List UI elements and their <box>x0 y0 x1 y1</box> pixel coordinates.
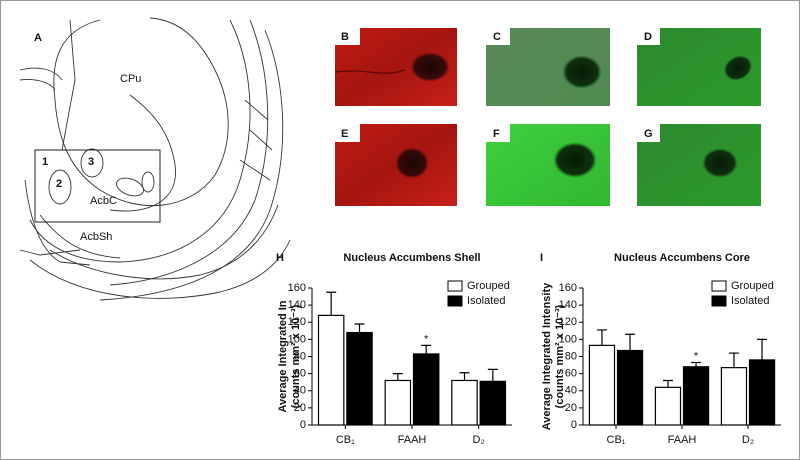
atlas-label: 2 <box>56 178 62 190</box>
annotation: * <box>424 333 429 345</box>
bar <box>451 379 478 426</box>
panel-label: E <box>341 128 348 140</box>
y-tick-label: 120 <box>559 316 577 328</box>
micrograph <box>486 124 610 206</box>
panel-label: D <box>644 31 652 43</box>
legend-label: Isolated <box>467 295 506 307</box>
atlas-diagram <box>19 17 291 301</box>
y-tick-label: 120 <box>288 316 306 328</box>
error-bar <box>662 379 673 388</box>
atlas-label: AcbC <box>90 195 117 207</box>
y-tick-label: 160 <box>559 282 577 294</box>
bar <box>654 386 682 426</box>
legend-swatch <box>447 280 463 292</box>
y-tick-label: 20 <box>294 402 306 414</box>
legend-swatch <box>711 295 727 307</box>
bar <box>748 359 776 426</box>
y-axis-label: (counts mm² x 10⁻³) <box>554 304 566 408</box>
error-bar <box>421 344 432 354</box>
y-axis-label: (counts mm² x 10⁻³) <box>290 304 302 408</box>
panel-label: I <box>540 252 543 264</box>
y-tick-label: 80 <box>565 350 577 362</box>
y-axis-label: Average Integrated In <box>277 300 289 412</box>
micrograph <box>486 28 610 106</box>
micrograph <box>334 28 457 106</box>
bar <box>412 353 440 426</box>
y-tick-label: 160 <box>288 282 306 294</box>
micrograph <box>335 124 457 206</box>
bar <box>682 366 710 426</box>
bar <box>616 349 644 426</box>
y-tick-label: 140 <box>288 299 306 311</box>
legend-swatch <box>711 280 727 292</box>
y-tick-label: 60 <box>565 368 577 380</box>
error-bar <box>487 368 498 382</box>
chart-title: Nucleus Accumbens Core <box>614 252 750 264</box>
micrograph <box>637 124 761 206</box>
x-tick-label: FAAH <box>398 434 427 446</box>
y-tick-label: 40 <box>294 385 306 397</box>
atlas-label: AcbSh <box>80 231 112 243</box>
panel-label: A <box>34 32 42 44</box>
x-tick-label: FAAH <box>668 434 697 446</box>
y-tick-label: 0 <box>300 419 306 431</box>
atlas-label: 3 <box>88 156 94 168</box>
legend-label: Isolated <box>731 295 770 307</box>
y-tick-label: 20 <box>565 402 577 414</box>
x-tick-label: CB₁ <box>607 434 626 446</box>
panel-label: H <box>276 252 284 264</box>
atlas-label: CPu <box>120 73 141 85</box>
legend-label: Grouped <box>467 280 510 292</box>
y-tick-label: 80 <box>294 350 306 362</box>
y-tick-label: 60 <box>294 368 306 380</box>
y-tick-label: 100 <box>559 333 577 345</box>
panel-label: F <box>493 128 500 140</box>
bar <box>588 344 616 426</box>
error-bar <box>728 352 739 368</box>
bar <box>346 331 373 426</box>
error-bar <box>459 372 470 381</box>
x-tick-label: CB₁ <box>336 434 355 446</box>
bar <box>317 314 345 426</box>
panel-label: B <box>341 31 349 43</box>
error-bar <box>326 291 337 316</box>
bar <box>720 367 748 426</box>
x-tick-label: D₂ <box>742 434 754 446</box>
error-bar <box>757 338 768 360</box>
panel-label: G <box>644 128 653 140</box>
error-bar <box>354 323 365 333</box>
micrograph <box>637 28 761 106</box>
y-tick-label: 0 <box>571 419 577 431</box>
error-bar <box>691 361 702 367</box>
chart-title: Nucleus Accumbens Shell <box>343 252 480 264</box>
bar <box>479 380 507 426</box>
legend-swatch <box>447 295 463 307</box>
error-bar <box>625 333 636 351</box>
atlas-label: 1 <box>42 156 48 168</box>
x-tick-label: D₂ <box>473 434 485 446</box>
y-tick-label: 100 <box>288 333 306 345</box>
panel-label: C <box>493 31 501 43</box>
annotation: * <box>694 350 699 362</box>
legend-label: Grouped <box>731 280 774 292</box>
error-bar <box>392 373 403 381</box>
y-axis-label: Average Integrated Intensity <box>541 282 553 430</box>
y-tick-label: 140 <box>559 299 577 311</box>
error-bar <box>596 329 607 346</box>
bar <box>384 379 412 426</box>
y-tick-label: 40 <box>565 385 577 397</box>
